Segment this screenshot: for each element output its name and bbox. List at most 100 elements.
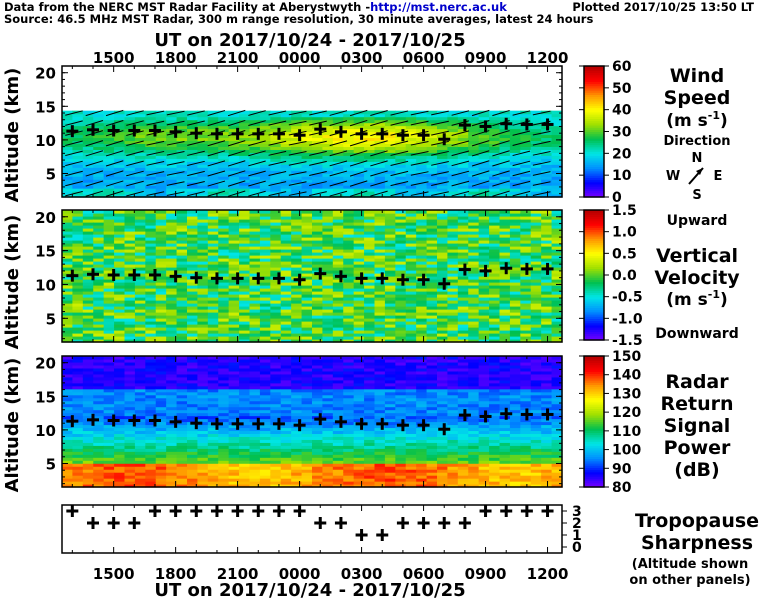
wind-arrow xyxy=(492,109,510,117)
wind-arrow xyxy=(512,160,531,167)
tropopause-marker xyxy=(190,417,203,430)
tropopause-marker xyxy=(169,415,182,428)
wind-arrow xyxy=(309,171,327,176)
wind-arrow xyxy=(370,190,388,197)
vertical-colorbar-tick-label: 0.5 xyxy=(612,246,637,262)
wind-arrow xyxy=(390,120,409,126)
wind-arrow xyxy=(349,109,368,117)
tropopause-marker xyxy=(293,129,306,142)
wind-arrow xyxy=(187,120,205,126)
wind-arrow xyxy=(105,170,124,177)
altitude-tick-label: 15 xyxy=(35,388,56,406)
downward-label: Downward xyxy=(655,326,738,342)
wind-arrow xyxy=(431,191,449,197)
wind-arrow xyxy=(532,181,551,186)
tropopause-marker xyxy=(479,410,492,423)
wind-arrow xyxy=(349,180,368,187)
wind-arrow xyxy=(146,171,165,176)
compass-n: N xyxy=(692,151,703,166)
time-tick-label-bottom: 0900 xyxy=(465,565,507,583)
wind-arrow xyxy=(166,171,185,176)
sharpness-marker xyxy=(396,517,409,529)
wind-arrow xyxy=(349,170,368,177)
tropopause-marker xyxy=(210,272,223,285)
wind-arrow xyxy=(187,160,205,167)
wind-arrow xyxy=(451,190,470,197)
wind-arrow xyxy=(187,180,205,187)
wind-arrow xyxy=(451,150,470,157)
wind-arrow xyxy=(268,160,287,166)
tropopause-marker xyxy=(148,124,161,137)
wind-arrow xyxy=(187,170,205,177)
vertical-colorbar-tick-label: 1.5 xyxy=(612,203,637,219)
wind-arrow xyxy=(288,181,307,186)
tropopause-marker xyxy=(396,129,409,142)
wind-arrow xyxy=(105,190,124,197)
wind-arrow xyxy=(370,180,388,187)
tropopause-marker xyxy=(231,272,244,285)
wind-arrow xyxy=(248,180,266,187)
tropopause-marker xyxy=(66,269,79,282)
header-link[interactable]: http://mst.nerc.ac.uk xyxy=(370,0,507,14)
wind-arrow xyxy=(390,150,409,156)
sharpness-marker xyxy=(128,517,141,529)
wind-arrow xyxy=(329,110,348,116)
wind-arrow xyxy=(390,191,409,197)
sharpness-note-2: on other panels) xyxy=(629,573,750,588)
sharpness-note-1: (Altitude shown xyxy=(632,557,748,572)
altitude-tick-label: 10 xyxy=(35,422,56,440)
altitude-tick-label: 10 xyxy=(35,276,56,294)
tropopause-marker xyxy=(334,415,347,428)
wind-arrow xyxy=(268,150,287,156)
sharpness-marker xyxy=(438,517,451,529)
tropopause-marker xyxy=(438,277,451,290)
power-title-4: Power xyxy=(664,437,731,459)
tropopause-marker xyxy=(314,267,327,280)
wind-arrow xyxy=(187,110,205,116)
wind-arrow xyxy=(410,161,429,166)
wind-colorbar-tick-label: 50 xyxy=(612,81,632,97)
wind-arrow xyxy=(370,160,388,167)
tropopause-marker xyxy=(107,268,120,281)
power-colorbar-tick-label: 110 xyxy=(612,424,641,440)
tropopause-marker xyxy=(86,413,99,426)
tropopause-marker xyxy=(458,409,471,422)
wind-arrow xyxy=(349,140,368,147)
time-tick-label-bottom: 1500 xyxy=(93,565,135,583)
panel-frame-power xyxy=(61,355,563,488)
wind-arrow xyxy=(431,140,449,146)
tropopause-marker xyxy=(169,270,182,283)
wind-arrow xyxy=(329,190,348,197)
wind-arrow xyxy=(471,190,490,197)
tropopause-marker xyxy=(210,127,223,140)
vertical-unit: (m s-1) xyxy=(666,288,728,310)
wind-arrow xyxy=(309,130,327,136)
wind-arrow xyxy=(65,190,83,197)
plotted-time: Plotted 2017/10/25 13:50 LT xyxy=(572,0,754,14)
wind-arrow xyxy=(65,130,83,136)
wind-arrow xyxy=(492,170,510,177)
power-title-5: (dB) xyxy=(674,459,719,481)
wind-arrow xyxy=(248,170,266,177)
wind-arrow xyxy=(349,190,368,197)
wind-arrow xyxy=(349,150,368,157)
power-colorbar-tick-label: 130 xyxy=(612,386,641,402)
wind-arrow xyxy=(105,180,124,187)
wind-arrow xyxy=(370,150,388,157)
colorbars: 0 10 20 30 40 50 60 -1.5 -1.0 -0.5 0.0 0.5 1.0 1.5 80 9… xyxy=(579,59,643,496)
wind-arrow xyxy=(512,130,531,136)
wind-unit: (m s-1) xyxy=(666,109,728,131)
tropopause-marker xyxy=(479,120,492,133)
wind-arrow xyxy=(390,160,409,166)
sharpness-marker xyxy=(355,529,368,541)
altitude-tick-label: 15 xyxy=(35,98,56,116)
time-tick-label-top: 1500 xyxy=(93,49,135,67)
tropopause-marker xyxy=(86,268,99,281)
wind-arrow xyxy=(187,150,205,156)
tropopause-marker xyxy=(66,415,79,428)
tropopause-marker xyxy=(500,262,513,275)
header-line2: Source: 46.5 MHz MST Radar, 300 m range … xyxy=(4,12,593,26)
wind-arrow xyxy=(390,140,409,146)
wind-arrow xyxy=(471,150,490,157)
